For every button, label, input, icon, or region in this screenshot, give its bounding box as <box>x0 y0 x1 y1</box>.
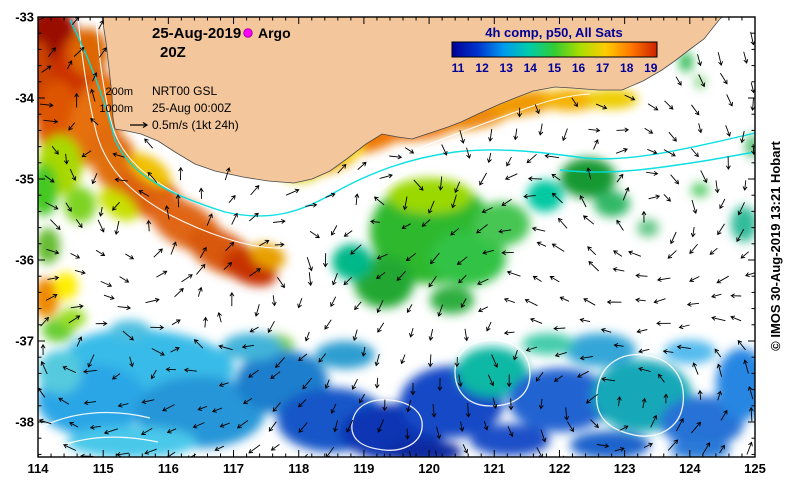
y-tick-label: -38 <box>15 415 34 430</box>
x-tick-label: 121 <box>483 461 505 476</box>
colorbar: 4h comp, p50, All Sats 11 12 13 14 15 16 17 18 1… <box>451 25 658 75</box>
plot-frame <box>37 16 756 458</box>
date-label: 25-Aug-2019 <box>152 25 241 42</box>
front-lines <box>69 19 755 217</box>
x-axis-labels: 114 115 116 117 118 119 120 121 122 123 124 125 <box>28 461 766 476</box>
isobath-1000-label: 1000m <box>99 103 133 115</box>
x-tick-label: 118 <box>288 461 309 476</box>
x-tick-label: 124 <box>679 461 701 476</box>
y-tick-label: -37 <box>15 334 34 349</box>
colorbar-tick-label: 19 <box>644 61 658 75</box>
x-tick-label: 122 <box>549 461 571 476</box>
isobath-200-label: 200m <box>105 86 133 98</box>
x-tick-label: 114 <box>28 461 50 476</box>
isobath-contours <box>77 17 591 249</box>
colorbar-tick-labels: 11 12 13 14 15 16 17 18 19 <box>452 61 658 75</box>
colorbar-tick-label: 12 <box>475 61 489 75</box>
colorbar-tick-label: 15 <box>548 61 562 75</box>
valid-time-label: 25-Aug 00:00Z <box>152 101 231 115</box>
y-tick-label: -34 <box>15 91 35 106</box>
x-tick-label: 125 <box>744 461 766 476</box>
x-tick-label: 115 <box>93 461 114 476</box>
colorbar-tick-label: 14 <box>524 61 538 75</box>
x-tick-label: 119 <box>353 461 374 476</box>
colorbar-tick-label: 17 <box>596 61 610 75</box>
land-australia <box>101 17 723 184</box>
y-axis-labels: -33 -34 -35 -36 -37 -38 <box>15 10 35 430</box>
y-tick-label: -36 <box>15 253 34 268</box>
y-tick-label: -35 <box>15 172 34 187</box>
argo-label: Argo <box>258 25 291 41</box>
map-canvas <box>38 17 755 457</box>
x-tick-label: 117 <box>223 461 244 476</box>
time-label: 20Z <box>160 44 186 61</box>
argo-marker-icon <box>243 28 253 38</box>
colorbar-tick-label: 18 <box>620 61 634 75</box>
header-annotations: 25-Aug-2019 20Z Argo <box>152 25 291 61</box>
colorbar-title: 4h comp, p50, All Sats <box>485 25 623 40</box>
x-tick-label: 120 <box>418 461 440 476</box>
vector-scale-arrow-icon <box>130 121 149 129</box>
x-tick-label: 116 <box>158 461 179 476</box>
x-tick-label: 123 <box>614 461 636 476</box>
product-label: NRT00 GSL <box>152 84 217 98</box>
colorbar-tick-label: 11 <box>452 61 465 75</box>
colorbar-tick-label: 16 <box>572 61 586 75</box>
axis-ticks <box>37 16 756 457</box>
y-tick-label: -33 <box>15 10 34 25</box>
credit-text: © IMOS 30-Aug-2019 13:21 Hobart <box>768 140 783 350</box>
colorbar-gradient <box>451 41 658 58</box>
colorbar-tick-label: 13 <box>500 61 514 75</box>
sst-field <box>38 17 755 457</box>
legend-annotations: 200m 1000m NRT00 GSL 25-Aug 00:00Z 0.5m/… <box>99 84 238 132</box>
vector-scale-label: 0.5m/s (1kt 24h) <box>152 118 239 132</box>
